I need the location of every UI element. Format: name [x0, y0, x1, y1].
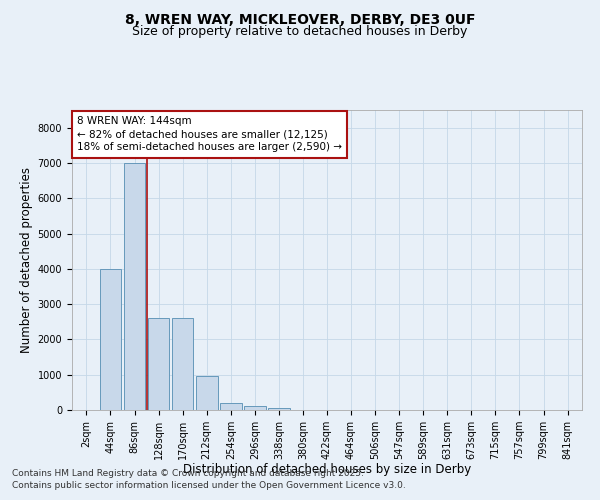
Bar	[124, 163, 145, 410]
Bar	[220, 403, 242, 410]
Text: Contains public sector information licensed under the Open Government Licence v3: Contains public sector information licen…	[12, 481, 406, 490]
Bar	[172, 318, 193, 410]
Bar	[268, 408, 290, 410]
Bar	[148, 318, 169, 410]
Bar	[196, 376, 218, 410]
Text: 8 WREN WAY: 144sqm
← 82% of detached houses are smaller (12,125)
18% of semi-det: 8 WREN WAY: 144sqm ← 82% of detached hou…	[77, 116, 342, 152]
X-axis label: Distribution of detached houses by size in Derby: Distribution of detached houses by size …	[183, 464, 471, 476]
Bar	[244, 406, 266, 410]
Text: Size of property relative to detached houses in Derby: Size of property relative to detached ho…	[133, 25, 467, 38]
Text: 8, WREN WAY, MICKLEOVER, DERBY, DE3 0UF: 8, WREN WAY, MICKLEOVER, DERBY, DE3 0UF	[125, 12, 475, 26]
Text: Contains HM Land Registry data © Crown copyright and database right 2025.: Contains HM Land Registry data © Crown c…	[12, 468, 364, 477]
Y-axis label: Number of detached properties: Number of detached properties	[20, 167, 34, 353]
Bar	[100, 269, 121, 410]
